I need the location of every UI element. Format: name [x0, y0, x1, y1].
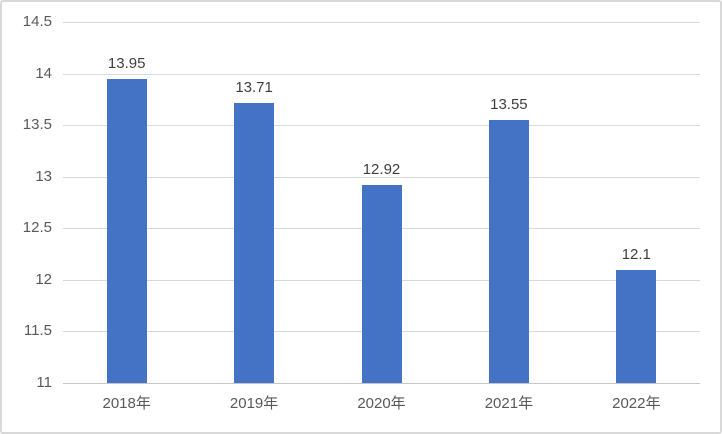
x-axis-tick-label: 2020年: [357, 395, 406, 412]
data-label: 13.55: [490, 95, 528, 113]
y-axis-tick-label: 11.5: [23, 322, 52, 340]
y-axis-tick-label: 11: [36, 374, 52, 391]
bar: [361, 184, 402, 383]
data-label: 12.92: [362, 160, 401, 178]
bar: [616, 269, 657, 383]
y-axis-tick-label: 12: [35, 270, 52, 288]
y-axis-tick-label: 14.5: [22, 13, 52, 30]
x-axis-tick-label: 2022年: [612, 395, 661, 412]
bar: [106, 78, 147, 383]
gridline: [63, 125, 700, 127]
x-axis-tick-label: 2019年: [229, 395, 279, 412]
gridline: [63, 176, 700, 178]
plot-area: 13.95 13.71 12.92 13.55 12.1: [63, 22, 700, 384]
y-axis-tick-label: 13.5: [22, 116, 52, 134]
y-axis-tick-label: 13: [35, 167, 52, 185]
bar: [488, 119, 529, 383]
gridline: [63, 73, 700, 75]
data-label: 13.95: [107, 54, 146, 72]
gridline: [63, 22, 700, 23]
y-axis-tick-label: 12.5: [22, 219, 52, 237]
x-axis-tick-label: 2021年: [484, 395, 534, 412]
data-label: 12.1: [621, 245, 651, 263]
bar: [234, 103, 275, 383]
x-axis-tick-label: 2018年: [102, 395, 151, 412]
y-axis-tick-label: 14: [35, 64, 52, 82]
x-axis-line: [63, 383, 700, 384]
data-label: 13.71: [235, 79, 273, 97]
